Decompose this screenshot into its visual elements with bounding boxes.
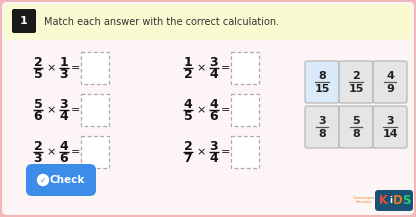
- Text: 4: 4: [386, 71, 394, 81]
- Text: ×: ×: [196, 63, 206, 73]
- FancyBboxPatch shape: [339, 61, 373, 103]
- Text: =: =: [71, 147, 81, 157]
- Text: 5: 5: [34, 67, 42, 81]
- FancyBboxPatch shape: [26, 164, 96, 196]
- Text: 2: 2: [34, 140, 42, 153]
- Text: 5: 5: [352, 116, 360, 126]
- Text: =: =: [221, 147, 231, 157]
- Text: 2: 2: [183, 140, 192, 153]
- Text: i: i: [389, 196, 393, 205]
- Text: 9: 9: [386, 84, 394, 94]
- Text: ✓: ✓: [40, 176, 46, 184]
- Text: 7: 7: [183, 151, 192, 164]
- Text: ×: ×: [196, 105, 206, 115]
- Text: 6: 6: [59, 151, 68, 164]
- Text: 2: 2: [183, 67, 192, 81]
- Text: 3: 3: [59, 97, 68, 110]
- Text: 8: 8: [318, 129, 326, 139]
- Text: 5: 5: [183, 110, 192, 123]
- Text: 2: 2: [34, 56, 42, 69]
- Text: 6: 6: [34, 110, 42, 123]
- Text: 4: 4: [210, 151, 218, 164]
- Text: S: S: [402, 194, 410, 207]
- FancyBboxPatch shape: [231, 136, 259, 168]
- FancyBboxPatch shape: [2, 2, 414, 215]
- Text: ×: ×: [196, 147, 206, 157]
- Text: =: =: [71, 105, 81, 115]
- FancyBboxPatch shape: [81, 52, 109, 84]
- Text: 3: 3: [59, 67, 68, 81]
- Text: 8: 8: [352, 129, 360, 139]
- Text: 1: 1: [183, 56, 192, 69]
- Text: Classroom
Secrets: Classroom Secrets: [353, 196, 375, 204]
- Text: 3: 3: [34, 151, 42, 164]
- Text: K: K: [379, 194, 388, 207]
- Text: 3: 3: [318, 116, 326, 126]
- Text: =: =: [221, 105, 231, 115]
- Circle shape: [37, 174, 49, 186]
- Text: 3: 3: [210, 56, 218, 69]
- Text: 15: 15: [314, 84, 330, 94]
- Text: ×: ×: [46, 63, 56, 73]
- FancyBboxPatch shape: [373, 61, 407, 103]
- Text: 1: 1: [59, 56, 68, 69]
- Text: 14: 14: [382, 129, 398, 139]
- FancyBboxPatch shape: [231, 94, 259, 126]
- Text: =: =: [221, 63, 231, 73]
- Text: 6: 6: [210, 110, 218, 123]
- Text: 2: 2: [352, 71, 360, 81]
- Text: 4: 4: [210, 67, 218, 81]
- Text: 4: 4: [210, 97, 218, 110]
- Text: 4: 4: [59, 140, 68, 153]
- Text: 4: 4: [183, 97, 192, 110]
- FancyBboxPatch shape: [305, 61, 339, 103]
- FancyBboxPatch shape: [4, 4, 412, 40]
- Text: 15: 15: [348, 84, 364, 94]
- FancyBboxPatch shape: [81, 136, 109, 168]
- FancyBboxPatch shape: [231, 52, 259, 84]
- Text: ×: ×: [46, 147, 56, 157]
- FancyBboxPatch shape: [373, 106, 407, 148]
- Text: 3: 3: [210, 140, 218, 153]
- Text: 4: 4: [59, 110, 68, 123]
- Text: =: =: [71, 63, 81, 73]
- Text: ×: ×: [46, 105, 56, 115]
- Text: Check: Check: [50, 175, 85, 185]
- FancyBboxPatch shape: [12, 9, 36, 33]
- FancyBboxPatch shape: [375, 190, 413, 211]
- FancyBboxPatch shape: [81, 94, 109, 126]
- Text: Match each answer with the correct calculation.: Match each answer with the correct calcu…: [44, 17, 279, 27]
- Text: D: D: [393, 194, 403, 207]
- FancyBboxPatch shape: [339, 106, 373, 148]
- Text: 1: 1: [20, 16, 28, 26]
- Text: 8: 8: [318, 71, 326, 81]
- FancyBboxPatch shape: [305, 106, 339, 148]
- Text: 5: 5: [34, 97, 42, 110]
- Text: 3: 3: [386, 116, 394, 126]
